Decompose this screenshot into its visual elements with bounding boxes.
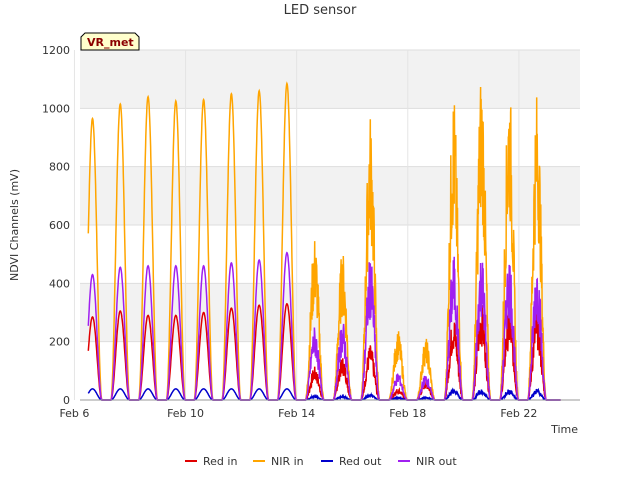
x-tick-label: Feb 14	[278, 407, 315, 420]
grid-band	[80, 50, 580, 109]
grid-band	[80, 166, 580, 225]
y-axis-label: NDVI Channels (mV)	[8, 169, 21, 281]
legend-label: NIR in	[271, 455, 304, 468]
y-tick-label: 600	[49, 219, 70, 232]
badge-box	[80, 32, 140, 51]
legend: Red in NIR in Red out NIR out	[185, 455, 457, 468]
y-tick-label: 0	[63, 394, 70, 407]
chart-title: LED sensor	[284, 3, 357, 18]
y-tick-label: 1200	[42, 44, 70, 57]
y-tick-label: 1000	[42, 102, 70, 115]
y-tick-label: 800	[49, 161, 70, 174]
legend-label: NIR out	[416, 455, 457, 468]
x-tick-label: Feb 10	[167, 407, 204, 420]
legend-label: Red in	[203, 455, 237, 468]
station-badge: VR_met	[80, 32, 140, 51]
y-tick-label: 400	[49, 277, 70, 290]
x-axis-label: Time	[550, 423, 578, 436]
legend-label: Red out	[339, 455, 382, 468]
x-tick-label: Feb 18	[389, 407, 426, 420]
grid-band	[80, 283, 580, 342]
y-tick-label: 200	[49, 336, 70, 349]
badge-label: VR_met	[87, 36, 134, 49]
x-tick-label: Feb 6	[59, 407, 89, 420]
x-tick-label: Feb 22	[500, 407, 537, 420]
